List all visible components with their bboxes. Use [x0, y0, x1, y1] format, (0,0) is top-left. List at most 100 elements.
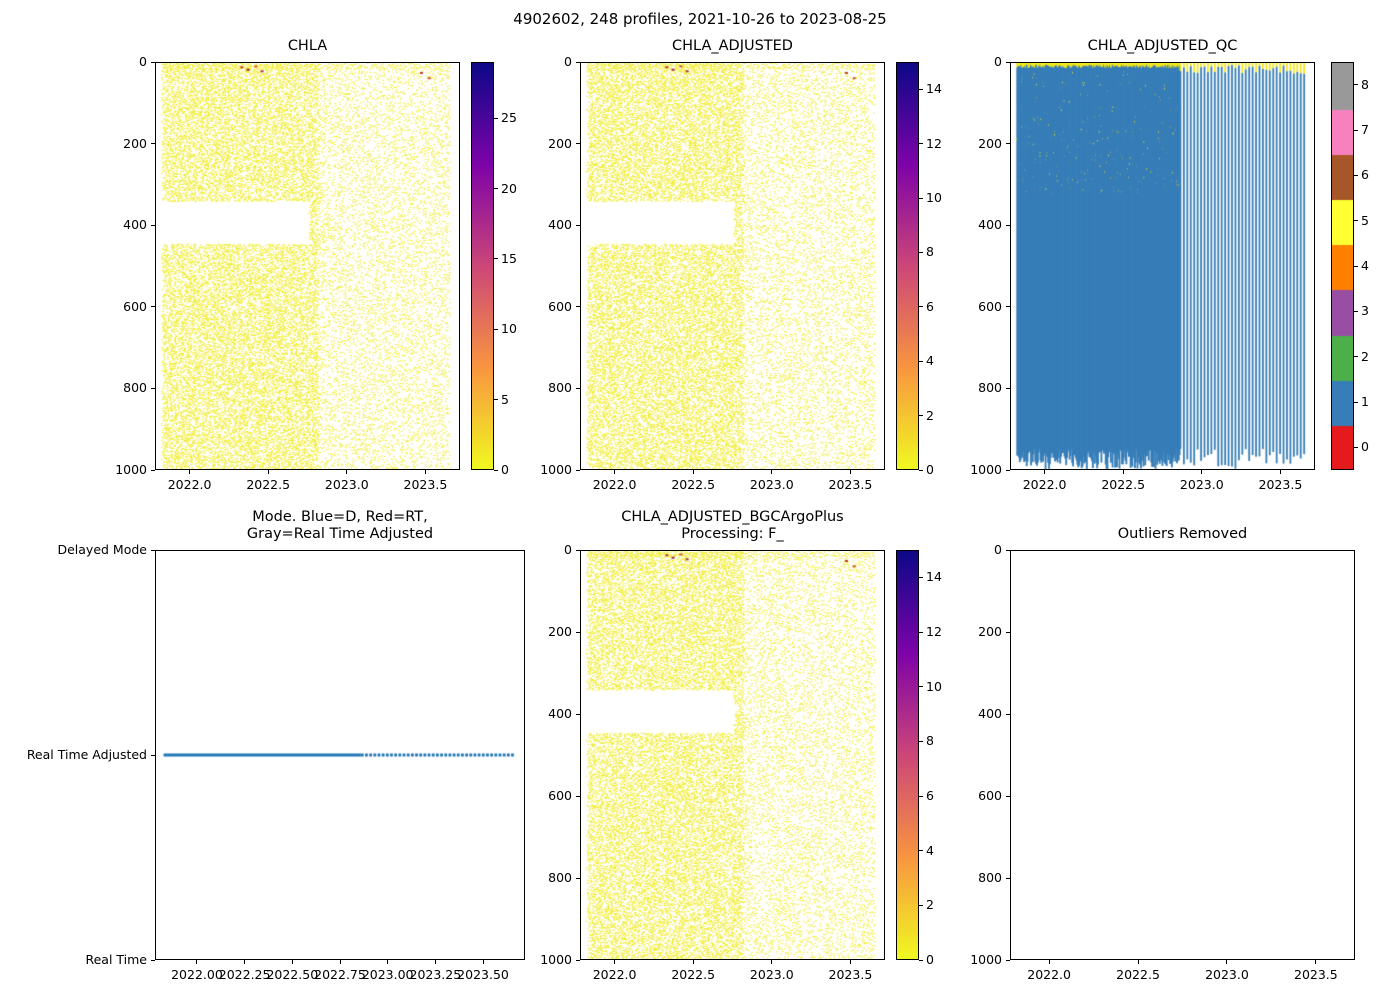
- colorbar-tick-mark: [919, 143, 923, 145]
- x-tick-mark: [482, 960, 484, 964]
- x-tick-mark: [387, 960, 389, 964]
- figure-title: 4902602, 248 profiles, 2021-10-26 to 202…: [513, 10, 887, 28]
- colorbar-tick-mark: [494, 188, 498, 190]
- x-tick-label: 2022.5: [671, 967, 716, 982]
- plot-area: [155, 62, 460, 470]
- colorbar-tick-label: 5: [1361, 212, 1369, 228]
- y-tick-label: 800: [123, 380, 147, 396]
- colorbar-tick-label: 15: [501, 250, 517, 266]
- colorbar-tick-mark: [919, 469, 923, 471]
- x-tick-mark: [1044, 470, 1046, 474]
- colorbar-tick-mark: [1354, 310, 1358, 312]
- x-tick-label: 2022.5: [1116, 967, 1160, 982]
- y-tick-label: 200: [548, 135, 572, 151]
- y-tick-mark: [1006, 469, 1010, 471]
- y-tick-label: 200: [548, 624, 572, 639]
- x-tick-mark: [1226, 960, 1228, 964]
- panel-title: CHLA_ADJUSTED_QC: [1087, 38, 1238, 54]
- y-tick-label: Delayed Mode: [57, 542, 147, 557]
- x-tick-mark: [434, 960, 436, 964]
- colorbar-tick-label: 10: [926, 190, 942, 205]
- panel-title: CHLA_ADJUSTED_BGCArgoPlus Processing: F_: [621, 509, 844, 542]
- y-tick-mark: [151, 959, 155, 961]
- y-tick-mark: [151, 224, 155, 226]
- y-tick-mark: [151, 549, 155, 551]
- x-tick-mark: [1048, 960, 1050, 964]
- panel-title: CHLA: [287, 38, 328, 54]
- colorbar-tick-mark: [919, 795, 923, 797]
- colorbar-tick-label: 4: [926, 842, 934, 858]
- plot-area: [1010, 62, 1315, 470]
- colorbar-tick-mark: [919, 306, 923, 308]
- colorbar-tick-label: 14: [926, 81, 942, 97]
- colorbar-tick-label: 12: [926, 624, 942, 639]
- colorbar-tick-label: 12: [926, 135, 942, 151]
- y-tick-label: Real Time: [85, 952, 147, 967]
- x-tick-label: 2023.5: [828, 967, 873, 982]
- panel-chla-adjusted-bgcargoplus: CHLA_ADJUSTED_BGCArgoPlus Processing: F_…: [540, 509, 942, 982]
- colorbar-gradient: [1332, 63, 1353, 469]
- x-tick-label: 2022.0: [1022, 477, 1067, 492]
- colorbar-tick-mark: [919, 415, 923, 417]
- colorbar-tick-label: 4: [926, 353, 934, 369]
- x-tick-mark: [339, 960, 341, 964]
- plot-canvas: [156, 63, 459, 469]
- plot-canvas: [156, 551, 524, 959]
- x-tick-label: 2022.0: [592, 967, 637, 982]
- y-tick-label: 1000: [540, 952, 572, 967]
- x-tick-mark: [1279, 470, 1281, 474]
- y-tick-mark: [576, 877, 580, 879]
- x-tick-mark: [346, 470, 348, 474]
- x-tick-label: 2022.50: [266, 967, 319, 982]
- colorbar-tick-mark: [494, 328, 498, 330]
- x-tick-label: 2023.0: [324, 477, 369, 492]
- colorbar-tick-label: 1: [1361, 394, 1369, 409]
- colorbar-tick-mark: [494, 258, 498, 260]
- y-tick-mark: [576, 61, 580, 63]
- y-tick-label: 0: [994, 54, 1002, 69]
- plot-canvas: [581, 63, 884, 469]
- x-tick-mark: [267, 470, 269, 474]
- x-tick-mark: [692, 470, 694, 474]
- y-tick-mark: [576, 306, 580, 308]
- plot-canvas: [1011, 551, 1354, 959]
- y-tick-mark: [576, 713, 580, 715]
- y-tick-label: 800: [548, 870, 572, 885]
- y-tick-label: 200: [123, 135, 147, 151]
- panel-title: CHLA_ADJUSTED: [672, 38, 793, 54]
- y-tick-mark: [1006, 795, 1010, 797]
- y-tick-mark: [1006, 61, 1010, 63]
- y-tick-mark: [151, 143, 155, 145]
- colorbar: [896, 550, 919, 960]
- x-tick-mark: [196, 960, 198, 964]
- y-tick-label: 200: [978, 624, 1002, 639]
- x-tick-mark: [614, 470, 616, 474]
- y-tick-mark: [1006, 959, 1010, 961]
- x-tick-label: 2023.5: [1258, 477, 1303, 492]
- panel-title: Mode. Blue=D, Red=RT, Gray=Real Time Adj…: [246, 509, 434, 542]
- colorbar-tick-label: 6: [926, 298, 934, 314]
- colorbar: [896, 62, 919, 470]
- y-tick-mark: [576, 143, 580, 145]
- y-tick-mark: [576, 224, 580, 226]
- plot-area: [580, 62, 885, 470]
- colorbar-tick-label: 4: [1361, 258, 1369, 273]
- y-tick-mark: [1006, 549, 1010, 551]
- y-tick-mark: [151, 387, 155, 389]
- colorbar-tick-label: 20: [501, 180, 517, 196]
- x-tick-label: 2022.0: [592, 477, 637, 492]
- y-tick-mark: [151, 469, 155, 471]
- colorbar-tick-mark: [1354, 129, 1358, 131]
- colorbar-tick-label: 8: [926, 244, 934, 260]
- x-tick-mark: [849, 960, 851, 964]
- x-tick-label: 2022.00: [171, 967, 223, 982]
- x-tick-mark: [1201, 470, 1203, 474]
- colorbar-tick-mark: [1354, 220, 1358, 222]
- colorbar-tick-mark: [919, 686, 923, 688]
- y-tick-label: 0: [139, 54, 147, 69]
- x-tick-mark: [1122, 470, 1124, 474]
- y-tick-label: 400: [123, 217, 147, 233]
- colorbar-tick-label: 7: [1361, 122, 1369, 137]
- plot-area: [1010, 550, 1355, 960]
- colorbar-tick-label: 8: [926, 733, 934, 749]
